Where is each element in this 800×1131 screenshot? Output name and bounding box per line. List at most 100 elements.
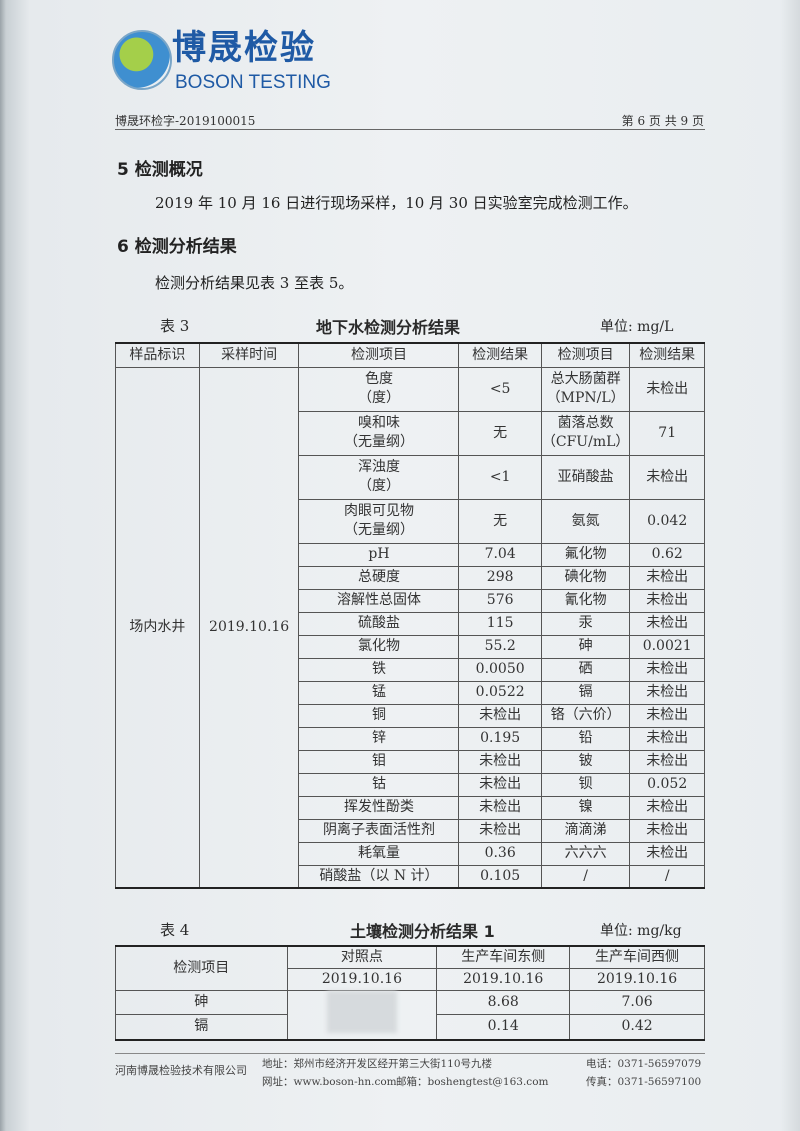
- cell-result: 未检出: [629, 565, 705, 590]
- table-row: 浑浊度 （度） <1 亚硝酸盐 未检出: [116, 454, 705, 500]
- header-item: 检测项目: [115, 945, 288, 991]
- cell-item: 砷: [540, 634, 631, 659]
- cell-result: 55.2: [458, 634, 542, 659]
- cell-result: 未检出: [458, 818, 542, 843]
- table-row: 硝酸盐（以 N 计） 0.105//: [116, 864, 705, 889]
- cell-result: 无: [458, 498, 542, 544]
- cell-item: 镉: [115, 1014, 288, 1040]
- cell-result: 0.62: [629, 542, 705, 567]
- logo-en: BOSON TESTING: [175, 72, 331, 93]
- cell-value: 8.68: [436, 989, 571, 1016]
- cell-result: 未检出: [629, 366, 705, 412]
- cell-result: 未检出: [458, 795, 542, 820]
- cell-item: 锌: [298, 726, 460, 751]
- column-header: 检测结果: [458, 342, 542, 368]
- cell-item: 亚硝酸盐: [540, 454, 631, 500]
- cell-result: 未检出: [629, 657, 705, 682]
- cell-result: 无: [458, 410, 542, 456]
- table-row: pH 7.04 氟化物 0.62: [116, 542, 705, 567]
- header-date: 2019.10.16: [286, 967, 438, 991]
- table-row: 嗅和味 （无量纲）无菌落总数 （CFU/mL） 71: [116, 410, 705, 456]
- table4-unit: 单位: mg/kg: [600, 923, 682, 939]
- table4-title: 土壤检测分析结果 1: [350, 922, 495, 941]
- section6-text: 检测分析结果见表 3 至表 5。: [155, 274, 354, 292]
- table3-title: 地下水检测分析结果: [316, 318, 461, 337]
- cell-item: 肉眼可见物 （无量纲）: [298, 498, 460, 544]
- section5-title: 5 检测概况: [117, 160, 203, 180]
- cell-item: 镍: [540, 795, 631, 820]
- table-row: 肉眼可见物 （无量纲）无氨氮 0.042: [116, 498, 705, 544]
- cell-result: 未检出: [629, 611, 705, 636]
- cell-result: 未检出: [629, 818, 705, 843]
- cell-result: 0.36: [458, 841, 542, 866]
- cell-result: 0.0021: [629, 634, 705, 659]
- cell-result: 未检出: [458, 772, 542, 797]
- cell-result: 115: [458, 611, 542, 636]
- cell-item: 硝酸盐（以 N 计）: [298, 864, 460, 889]
- cell-item: 色度 （度）: [298, 366, 460, 412]
- cell-result: 0.195: [458, 726, 542, 751]
- section5-text: 2019 年 10 月 16 日进行现场采样，10 月 30 日实验室完成检测工…: [155, 194, 638, 212]
- cell-result: 未检出: [629, 795, 705, 820]
- column-header: 采样时间: [198, 342, 300, 368]
- cell-item: 碘化物: [540, 565, 631, 590]
- table-row: 总硬度 298 碘化物 未检出: [116, 565, 705, 590]
- cell-item: 浑浊度 （度）: [298, 454, 460, 500]
- table-row: 铜未检出 铬（六价） 未检出: [116, 703, 705, 728]
- cell-result: 未检出: [629, 588, 705, 613]
- cell-result: 576: [458, 588, 542, 613]
- table-row: 硫酸盐 115 汞未检出: [116, 611, 705, 636]
- table3-label: 表 3: [160, 317, 190, 335]
- column-header: 检测项目: [298, 342, 460, 368]
- cell-result: 0.0522: [458, 680, 542, 705]
- cell-result: 未检出: [629, 726, 705, 751]
- cell-result: 0.105: [458, 864, 542, 889]
- header-site: 生产车间西侧: [569, 945, 705, 969]
- header-site: 对照点: [286, 945, 438, 969]
- cell-value: 0.14: [436, 1014, 571, 1040]
- page-info: 第 6 页 共 9 页: [621, 114, 704, 128]
- cell-item: 钼: [298, 749, 460, 774]
- cell-item: 挥发性酚类: [298, 795, 460, 820]
- column-header: 检测项目: [540, 342, 631, 368]
- cell-item: 锰: [298, 680, 460, 705]
- cell-item: 溶解性总固体: [298, 588, 460, 613]
- cell-result: 未检出: [458, 703, 542, 728]
- cell-item: 砷: [115, 989, 288, 1016]
- cell-result: 未检出: [629, 454, 705, 500]
- cell-result: 未检出: [458, 749, 542, 774]
- header-date: 2019.10.16: [569, 967, 705, 991]
- cell-result: 未检出: [629, 841, 705, 866]
- cell-item: 滴滴涕: [540, 818, 631, 843]
- table-row: 钼未检出铍未检出: [116, 749, 705, 774]
- footer-email: 邮箱：boshengtest@163.com: [396, 1076, 549, 1088]
- table-row: 场内水井 2019.10.16 色度 （度） <5 总大肠菌群 （MPN/L） 未检出: [115, 366, 705, 889]
- cell-item: 氰化物: [540, 588, 631, 613]
- cell-item: 钴: [298, 772, 460, 797]
- cell-item: /: [540, 864, 631, 889]
- cell-item: 硫酸盐: [298, 611, 460, 636]
- cell-item: 铜: [298, 703, 460, 728]
- cell-result: 未检出: [629, 749, 705, 774]
- column-header: 检测结果: [629, 342, 705, 368]
- cell-value: 7.06: [569, 989, 705, 1016]
- cell-value: 0.42: [569, 1014, 705, 1040]
- cell-item: 钡: [540, 772, 631, 797]
- cell-result: 71: [629, 410, 705, 456]
- cell-item: 阴离子表面活性剂: [298, 818, 460, 843]
- table-row: 挥发性酚类 未检出镍未检出: [116, 795, 705, 820]
- footer-company: 河南博晟检验技术有限公司: [115, 1064, 247, 1077]
- cell-item: 铬（六价）: [540, 703, 631, 728]
- cell-item: 总大肠菌群 （MPN/L）: [540, 366, 631, 412]
- table4-label: 表 4: [160, 921, 190, 939]
- company-logo-emblem: [112, 30, 172, 90]
- cell-item: 六六六: [540, 841, 631, 866]
- redacted-cell: [286, 989, 438, 1040]
- cell-result: <5: [458, 366, 542, 412]
- cell-result: 0.052: [629, 772, 705, 797]
- footer-phone: 电话：0371-56597079: [586, 1058, 702, 1070]
- cell-item: 铅: [540, 726, 631, 751]
- header-date: 2019.10.16: [436, 967, 571, 991]
- cell-result: 0.042: [629, 498, 705, 544]
- cell-item: 铍: [540, 749, 631, 774]
